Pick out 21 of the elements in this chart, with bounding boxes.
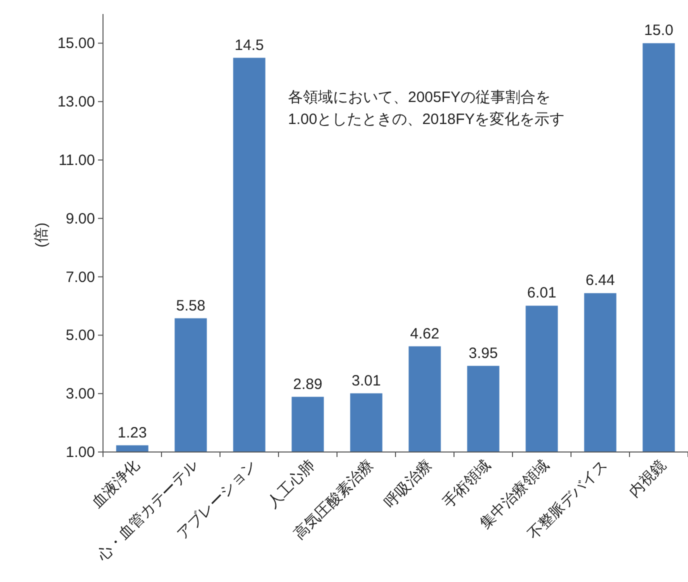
y-tick-label: 13.00: [57, 94, 95, 111]
data-label: 6.01: [527, 284, 556, 302]
annotation: 各領域において、2005FYの従事割合を 1.00としたときの、2018FYを変化を示す: [288, 89, 565, 128]
data-label: 6.44: [586, 272, 615, 290]
data-label: 2.89: [293, 376, 322, 393]
y-tick-label: 9.00: [66, 210, 95, 228]
y-tick-label: 11.00: [58, 152, 95, 169]
data-label: 15.0: [644, 22, 674, 40]
data-label: 14.5: [234, 36, 264, 54]
x-tick-label: 内視鏡: [626, 456, 670, 501]
data-label: 1.23: [118, 424, 147, 442]
y-axis-title: (倍): [33, 222, 50, 248]
data-label: 4.62: [410, 325, 440, 342]
y-tick-label: 15.00: [57, 35, 95, 52]
data-label: 5.58: [176, 297, 206, 314]
data-label: 3.01: [352, 372, 381, 390]
y-tick-label: 7.00: [66, 268, 95, 286]
x-tick-label: 呼吸治療: [381, 456, 436, 512]
y-tick-label: 3.00: [66, 386, 95, 403]
y-tick-label: 5.00: [66, 327, 95, 344]
data-label: 3.95: [468, 344, 498, 362]
